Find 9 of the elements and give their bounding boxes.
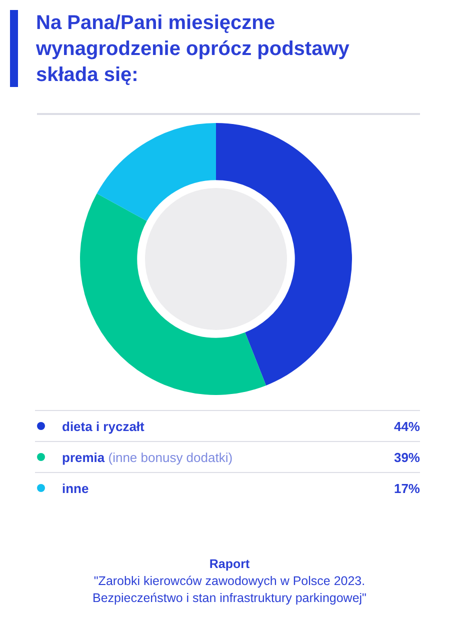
data-label: 17% [394, 480, 420, 496]
legend-label: dieta i ryczałt [62, 418, 144, 434]
legend-label: inne [62, 480, 89, 496]
data-label: 39% [394, 450, 420, 464]
legend-label: premia (inne bonusy dodatki) [62, 450, 233, 464]
data-label: 44% [394, 418, 420, 434]
text: "Zarobki kierowców zawodowych w Polsce 2023. Bezpieczeństwo i stan infrastruktury parkingowej" [91, 573, 368, 607]
text: Raport [208, 556, 251, 573]
chart-title: Na Pana/Pani miesięczne wynagrodzenie oprócz podstawy składa się: [36, 11, 350, 88]
